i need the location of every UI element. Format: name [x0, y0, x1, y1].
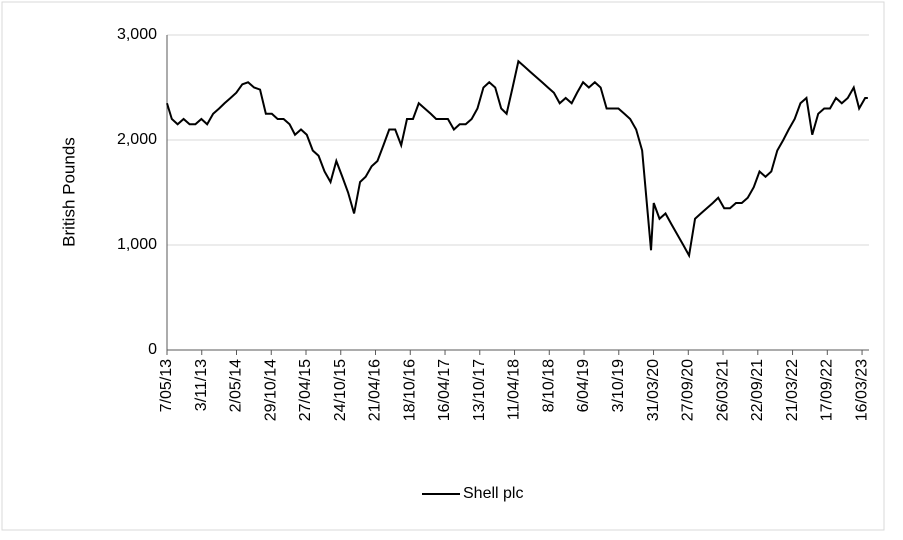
x-tick-label: 16/03/23 — [853, 359, 870, 421]
x-tick-label: 6/04/19 — [575, 359, 592, 412]
line-series — [166, 59, 868, 259]
legend-label: Shell plc — [463, 485, 523, 502]
y-tick-label: 0 — [148, 341, 157, 358]
x-tick-label: 13/10/17 — [471, 359, 488, 421]
chart-frame — [1, 1, 885, 531]
y-axis-label: British Pounds — [59, 137, 78, 247]
x-tick-label: 27/04/15 — [297, 359, 314, 421]
y-tick-label: 2,000 — [117, 131, 157, 148]
x-tick-label: 2/05/14 — [228, 359, 245, 412]
x-tick-label: 21/03/22 — [784, 359, 801, 421]
x-tick-label: 3/10/19 — [610, 359, 627, 412]
x-tick-label: 27/09/20 — [680, 359, 697, 421]
x-tick-label: 3/11/13 — [193, 359, 210, 411]
x-tick-label: 16/04/17 — [436, 359, 453, 421]
y-tick-label: 1,000 — [117, 236, 157, 253]
x-tick-label: 24/10/15 — [332, 359, 349, 421]
x-tick-label: 26/03/21 — [714, 359, 731, 421]
x-tick-label: 31/03/20 — [645, 359, 662, 421]
x-tick-label: 29/10/14 — [262, 359, 279, 421]
y-tick-label: 3,000 — [117, 26, 157, 43]
x-tick-label: 17/09/22 — [819, 359, 836, 421]
x-tick-label: 22/09/21 — [749, 359, 766, 421]
x-tick-label: 11/04/18 — [506, 359, 523, 420]
x-tick-label: 21/04/16 — [367, 359, 384, 421]
x-tick-label: 7/05/13 — [158, 359, 175, 412]
x-tick-label: 18/10/16 — [401, 359, 418, 421]
x-tick-label: 8/10/18 — [540, 359, 557, 412]
